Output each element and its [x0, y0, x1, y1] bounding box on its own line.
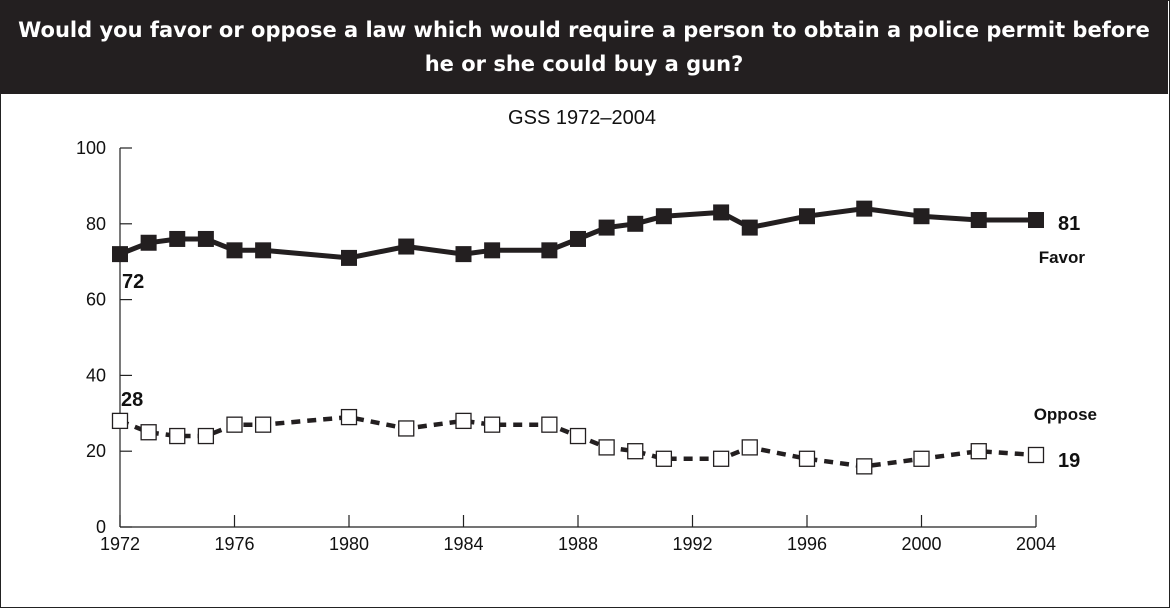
- oppose-line: [119, 414, 1037, 469]
- axes: 0 20 40 60 80 100 1972 1976 1980 1984 1988 1992 1996…: [76, 138, 1056, 554]
- oppose-marker: [655, 450, 673, 467]
- x-tick-label: 1984: [443, 534, 483, 554]
- oppose-marker: [970, 443, 987, 460]
- x-tick-label: 2000: [901, 534, 941, 554]
- oppose-marker: [1027, 446, 1045, 464]
- oppose-marker: [712, 450, 730, 467]
- favor-series-name: Favor: [1039, 248, 1086, 267]
- y-tick-label: 40: [86, 365, 106, 385]
- y-tick-label: 100: [76, 138, 106, 158]
- oppose-end-label: 19: [1058, 450, 1080, 472]
- x-tick-label: 1992: [672, 534, 712, 554]
- favor-marker: [1028, 212, 1044, 229]
- oppose-marker: [197, 427, 215, 445]
- x-tick-label: 2004: [1016, 534, 1056, 554]
- favor-marker: [484, 242, 501, 259]
- favor-marker: [140, 234, 157, 251]
- favor-marker: [856, 200, 873, 217]
- x-tick-label: 1980: [329, 534, 369, 554]
- oppose-marker: [398, 420, 415, 437]
- favor-marker: [226, 242, 243, 259]
- y-tick-label: 20: [86, 441, 106, 461]
- oppose-marker: [254, 416, 272, 433]
- favor-marker: [197, 230, 214, 247]
- favor-marker: [913, 208, 930, 225]
- oppose-marker: [598, 439, 615, 456]
- favor-marker: [455, 246, 472, 263]
- oppose-marker: [226, 416, 243, 433]
- y-tick-label: 0: [96, 517, 106, 537]
- x-tick-label: 1996: [787, 534, 827, 554]
- x-tick-label: 1988: [558, 534, 598, 554]
- favor-marker: [970, 212, 987, 229]
- oppose-series-name: Oppose: [1034, 405, 1097, 424]
- x-tick-label: 1976: [214, 534, 254, 554]
- oppose-marker: [169, 427, 186, 445]
- oppose-marker: [569, 427, 587, 445]
- favor-marker: [255, 242, 272, 259]
- oppose-marker: [455, 412, 472, 430]
- y-tick-label: 80: [86, 214, 106, 234]
- chart-subtitle: GSS 1972–2004: [508, 107, 656, 129]
- oppose-start-label: 28: [121, 389, 143, 411]
- oppose-marker: [856, 458, 873, 475]
- oppose-marker: [111, 412, 129, 430]
- y-tick-label: 60: [86, 290, 106, 310]
- favor-line: [119, 206, 1036, 261]
- favor-marker: [713, 204, 730, 221]
- oppose-marker: [741, 439, 758, 456]
- series-markers: [111, 200, 1045, 475]
- favor-marker: [398, 238, 415, 255]
- favor-marker: [598, 219, 615, 236]
- oppose-marker: [798, 450, 816, 467]
- oppose-marker: [140, 424, 157, 441]
- favor-marker: [169, 230, 186, 247]
- favor-marker: [570, 230, 586, 247]
- favor-marker: [112, 246, 128, 263]
- favor-marker: [341, 249, 357, 266]
- favor-marker: [541, 242, 558, 259]
- favor-marker: [655, 208, 672, 225]
- oppose-marker: [541, 416, 558, 433]
- series-lines: [119, 206, 1037, 469]
- favor-end-label: 81: [1058, 213, 1080, 235]
- series-labels: 72 81 Favor 28 19 Oppose: [121, 213, 1097, 472]
- favor-marker: [741, 219, 758, 236]
- chart-title: Would you favor or oppose a law which wo…: [18, 18, 1150, 76]
- x-tick-label: 1972: [100, 534, 140, 554]
- oppose-marker: [627, 443, 644, 460]
- favor-start-label: 72: [122, 271, 144, 293]
- oppose-marker: [340, 408, 358, 426]
- favor-marker: [627, 215, 644, 232]
- oppose-marker: [483, 416, 501, 433]
- favor-marker: [799, 208, 815, 225]
- title-banner: Would you favor or oppose a law which wo…: [0, 0, 1168, 94]
- oppose-marker: [913, 450, 930, 467]
